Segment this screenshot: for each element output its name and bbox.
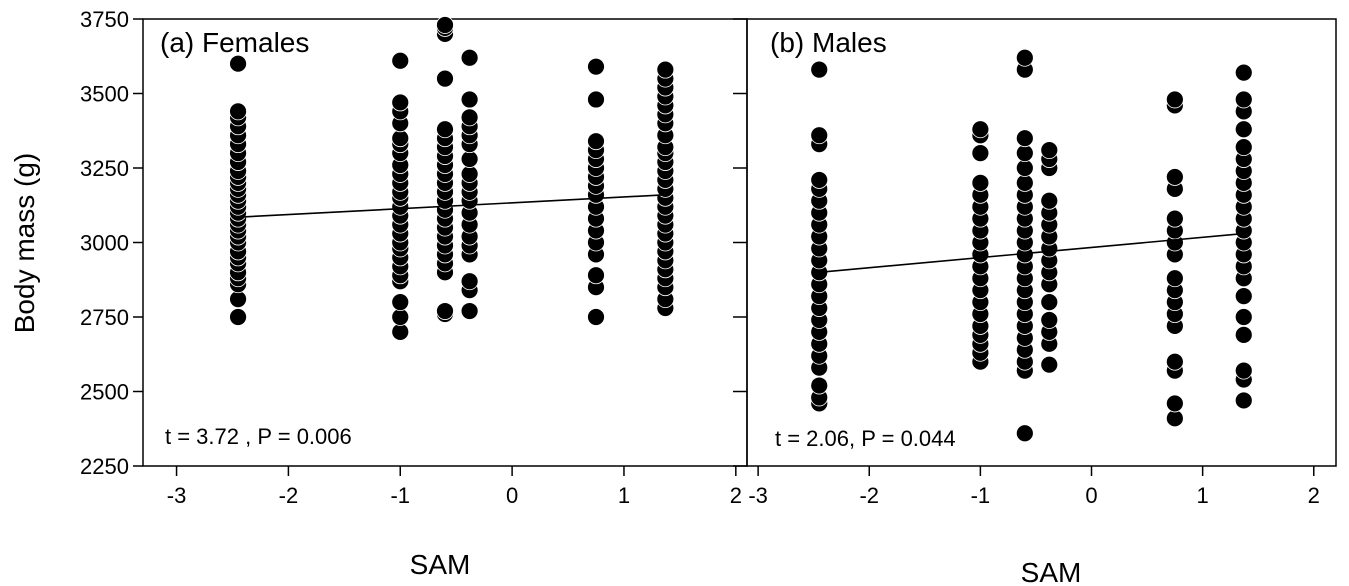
panel-a-label: (a) Females (160, 27, 309, 58)
data-point (971, 173, 990, 192)
data-point (1040, 293, 1059, 312)
data-point (391, 308, 410, 326)
data-point (1234, 391, 1253, 410)
x-tick-label: -2 (859, 483, 879, 508)
data-point (810, 376, 829, 395)
data-point (1234, 308, 1253, 326)
data-point (1015, 424, 1034, 443)
panel-a-y-ticks: 2250 2500 2750 3000 3250 3500 3750 (80, 7, 143, 479)
data-point (1234, 287, 1253, 306)
data-point (436, 69, 454, 88)
data-point (1165, 168, 1184, 186)
y-tick-label: 2250 (80, 454, 129, 479)
data-point (1234, 120, 1253, 139)
x-tick-label: -3 (167, 483, 187, 508)
data-point (1015, 48, 1034, 67)
data-point (460, 272, 479, 291)
data-point (460, 48, 479, 67)
data-point (656, 60, 675, 79)
x-tick-label: 1 (1197, 483, 1209, 508)
panel-b-points (810, 48, 1253, 443)
data-point (1040, 191, 1059, 210)
x-tick-label: 2 (1308, 483, 1320, 508)
data-point (1165, 269, 1184, 288)
data-point (391, 93, 410, 112)
y-tick-label: 3750 (80, 7, 129, 32)
data-point (1234, 138, 1253, 157)
x-tick-label: -2 (279, 483, 299, 508)
panel-a-points (229, 16, 675, 341)
panel-a-trend-line (238, 194, 666, 218)
data-point (1165, 90, 1184, 109)
data-point (460, 165, 479, 183)
data-point (229, 290, 247, 309)
y-tick-label: 3000 (80, 231, 129, 256)
data-point (436, 120, 454, 139)
x-tick-label: 1 (618, 483, 630, 508)
data-point (587, 308, 605, 326)
data-point (391, 293, 410, 312)
x-tick-label: 0 (506, 483, 518, 508)
y-tick-label: 3500 (80, 82, 129, 107)
x-tick-label: -3 (748, 483, 768, 508)
data-point (229, 102, 247, 121)
data-point (810, 126, 829, 145)
data-point (460, 150, 479, 168)
panel-b-x-ticks: -3 -2 -1 0 1 2 (748, 466, 1320, 508)
data-point (1040, 311, 1059, 329)
data-point (436, 16, 454, 34)
data-point (1165, 352, 1184, 371)
panel-a-x-ticks: -3 -2 -1 0 1 2 (167, 466, 742, 508)
data-point (460, 302, 479, 320)
data-point (391, 51, 410, 70)
x-tick-label: 0 (1085, 483, 1097, 508)
data-point (391, 129, 410, 148)
data-point (1040, 141, 1059, 160)
data-point (587, 132, 605, 151)
data-point (1015, 144, 1034, 163)
data-point (1234, 325, 1253, 344)
x-tick-label: 2 (730, 483, 742, 508)
data-point (1040, 355, 1059, 374)
panel-b-x-axis-label: SAM (1021, 557, 1082, 586)
data-point (971, 120, 990, 139)
data-point (1234, 90, 1253, 109)
data-point (1234, 63, 1253, 82)
data-point (1234, 361, 1253, 380)
panel-a-annotation: t = 3.72 , P = 0.006 (165, 424, 352, 449)
panel-b-y-ticks (733, 18, 747, 467)
panel-a-females: 2250 2500 2750 3000 3250 3500 3750 -3 -2 -1 0 1 2 (… (80, 7, 748, 580)
data-point (587, 266, 605, 285)
y-tick-label: 2500 (80, 380, 129, 405)
data-point (971, 144, 990, 163)
panel-b-label: (b) Males (770, 27, 887, 58)
panel-b-trend-line (819, 232, 1244, 274)
y-axis-label: Body mass (g) (9, 153, 40, 334)
data-point (1165, 394, 1184, 413)
y-tick-label: 2750 (80, 305, 129, 330)
data-point (810, 171, 829, 189)
y-tick-label: 3250 (80, 156, 129, 181)
data-point (1165, 409, 1184, 428)
x-tick-label: -1 (971, 483, 991, 508)
data-point (1015, 173, 1034, 192)
x-tick-label: -1 (390, 483, 410, 508)
data-point (460, 108, 479, 127)
data-point (1165, 209, 1184, 228)
panel-b-annotation: t = 2.06, P = 0.044 (775, 426, 956, 451)
data-point (587, 57, 605, 76)
data-point (1015, 129, 1034, 148)
panel-a-x-axis-label: SAM (410, 549, 471, 580)
data-point (587, 90, 605, 109)
data-point (229, 54, 247, 73)
data-point (391, 322, 410, 341)
data-point (810, 60, 829, 79)
data-point (460, 90, 479, 109)
data-point (1015, 159, 1034, 177)
data-point (436, 302, 454, 320)
data-point (229, 308, 247, 326)
panel-b-males: -3 -2 -1 0 1 2 (b) Males t = 2.06, P = 0.044 … (733, 18, 1337, 586)
